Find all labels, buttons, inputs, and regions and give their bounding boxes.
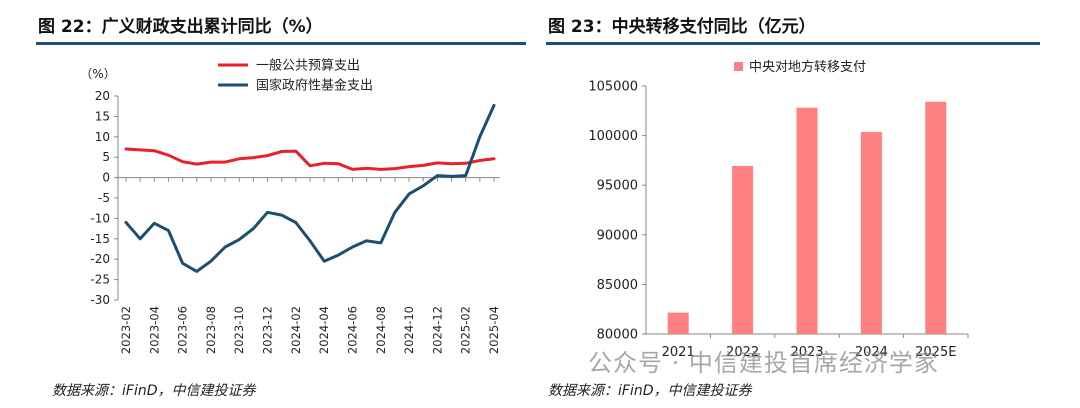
y-tick-label: 5	[102, 150, 110, 164]
x-tick-label: 2024-06	[345, 306, 359, 354]
y-tick-label: 0	[102, 171, 110, 185]
series-line-general-budget	[124, 147, 496, 171]
x-tick-label: 2021	[662, 345, 695, 360]
x-tick-label: 2022	[726, 345, 759, 360]
y-tick-label: 95000	[597, 179, 638, 194]
y-tick-label: -30	[90, 293, 110, 307]
left-source-note: 数据来源：iFinD，中信建投证券	[52, 383, 256, 399]
bar-2023	[796, 107, 818, 334]
y-tick-label: -10	[90, 211, 110, 225]
y-tick-label: 20	[95, 89, 110, 103]
bar-2021	[667, 312, 689, 334]
legend-label: 国家政府性基金支出	[256, 78, 373, 94]
y-tick-label: 105000	[588, 80, 638, 95]
fiscal-spending-line-chart: （%） 20 15 10 5 0 -5 -10 -15 -20 -25 -30 2023-02 2023-…	[80, 58, 501, 355]
y-tick-label: -15	[90, 232, 110, 246]
y-tick-label: 100000	[588, 129, 638, 144]
left-title-rule	[36, 42, 526, 45]
series-line-government-fund	[124, 103, 496, 273]
right-chart-title: 图 23：中央转移支付同比（亿元）	[548, 17, 816, 37]
x-tick-label: 2023-12	[261, 306, 275, 354]
wechat-watermark: 公众号 · 中信建投首席经济学家	[588, 349, 939, 377]
right-source-note: 数据来源：iFinD，中信建投证券	[548, 383, 752, 399]
y-tick-label: -5	[98, 191, 110, 205]
x-tick-label: 2025-04	[487, 306, 501, 354]
right-title-rule	[546, 42, 1040, 45]
left-chart-title: 图 22：广义财政支出累计同比（%）	[38, 17, 323, 37]
legend-swatch	[734, 62, 743, 71]
legend-label: 一般公共预算支出	[256, 58, 360, 74]
y-tick-label: 15	[95, 109, 110, 123]
legend-label: 中央对地方转移支付	[749, 59, 866, 75]
x-tick-label: 2025E	[915, 345, 956, 360]
y-tick-label: -20	[90, 252, 110, 266]
x-tick-label: 2023-10	[232, 306, 246, 354]
y-tick-label: 90000	[597, 228, 638, 243]
x-tick-label: 2023-02	[119, 306, 133, 354]
x-tick-label: 2024-10	[402, 306, 416, 354]
y-tick-label: -25	[90, 273, 110, 287]
x-tick-label: 2023-08	[204, 306, 218, 354]
x-tick-label: 2023-06	[176, 306, 190, 354]
x-tick-label: 2024-02	[289, 306, 303, 354]
bar-2025E	[925, 101, 947, 334]
y-tick-label: 85000	[597, 278, 638, 293]
bar-2022	[732, 165, 754, 334]
x-tick-label: 2024-08	[374, 306, 388, 354]
x-tick-label: 2024-04	[317, 306, 331, 354]
x-tick-label: 2024	[855, 345, 888, 360]
x-tick-label: 2023-04	[147, 306, 161, 354]
y-unit-label: （%）	[80, 67, 115, 81]
x-tick-label: 2024-12	[430, 306, 444, 354]
bar-2024	[860, 132, 882, 334]
y-tick-label: 10	[95, 130, 110, 144]
x-tick-label: 2023	[790, 345, 823, 360]
x-tick-label: 2025-02	[459, 306, 473, 354]
y-tick-label: 80000	[597, 328, 638, 343]
